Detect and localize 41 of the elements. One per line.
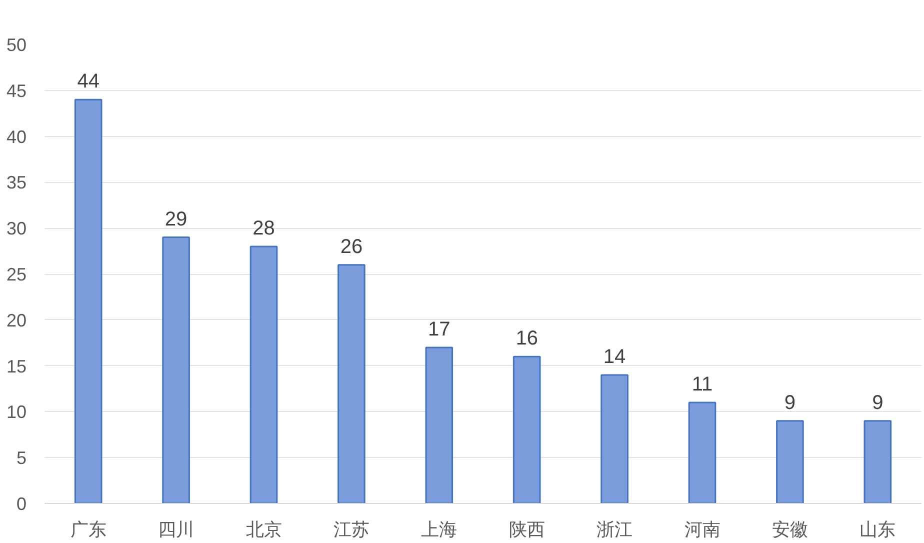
data-label: 14 (603, 346, 626, 368)
x-tick-label: 四川 (158, 520, 194, 540)
y-tick-label: 10 (6, 402, 27, 422)
x-tick-label: 北京 (246, 520, 282, 540)
y-tick-label: 0 (16, 494, 27, 514)
x-tick-label: 江苏 (333, 520, 370, 540)
bar (776, 420, 804, 504)
x-tick-label: 山东 (860, 520, 896, 540)
bar (425, 346, 454, 504)
x-tick-label: 河南 (684, 520, 720, 540)
x-tick-label: 广东 (70, 520, 106, 540)
data-label: 17 (428, 318, 450, 340)
data-label: 16 (516, 328, 538, 350)
y-tick-label: 5 (16, 448, 27, 468)
bar (512, 356, 541, 504)
bar (162, 236, 190, 504)
bar (338, 264, 366, 504)
bar (250, 246, 278, 504)
x-tick-label: 上海 (421, 520, 458, 540)
y-tick-label: 25 (6, 264, 27, 284)
y-tick-label: 20 (6, 310, 27, 330)
data-label: 29 (164, 208, 188, 230)
x-tick-label: 浙江 (596, 520, 633, 540)
data-label: 26 (340, 236, 363, 258)
y-tick-label: 45 (6, 80, 27, 101)
x-tick-label: 陕西 (508, 520, 545, 540)
y-tick-label: 40 (6, 126, 27, 147)
data-label: 28 (252, 217, 275, 240)
bar (864, 420, 892, 504)
data-label: 9 (872, 392, 884, 414)
data-label: 44 (77, 70, 100, 93)
bar (600, 374, 628, 504)
y-tick-label: 35 (6, 172, 27, 193)
y-tick-label: 50 (6, 35, 27, 55)
bar (74, 98, 102, 504)
y-tick-label: 15 (6, 356, 27, 376)
y-tick-label: 30 (6, 218, 27, 239)
bar (688, 402, 716, 504)
data-label: 11 (692, 374, 713, 396)
data-label: 9 (784, 392, 796, 414)
x-tick-label: 安徽 (772, 520, 808, 540)
